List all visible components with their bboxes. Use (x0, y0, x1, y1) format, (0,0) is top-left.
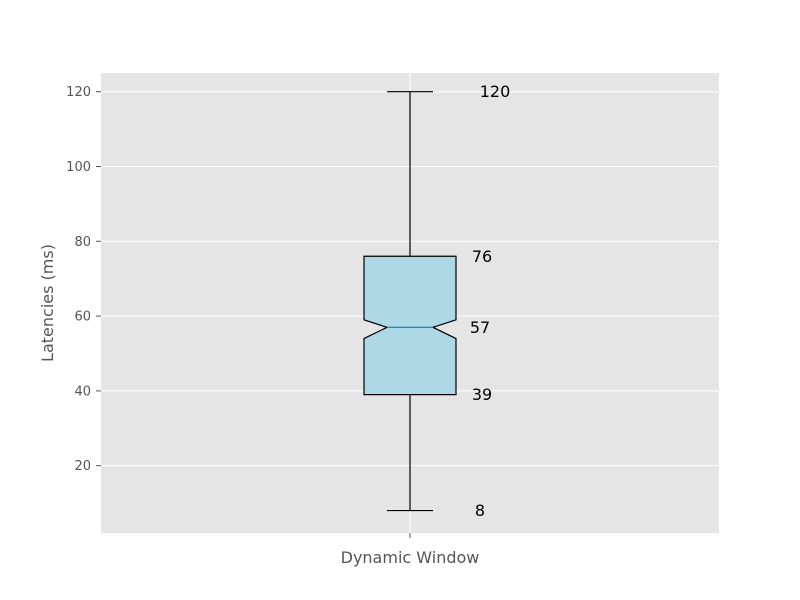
max-value-label: 120 (480, 82, 511, 101)
y-tick-label: 20 (74, 459, 91, 474)
y-tick-label: 40 (74, 384, 91, 399)
y-tick-label: 80 (74, 235, 91, 250)
y-tick-label: 100 (66, 160, 91, 175)
q3-value-label: 76 (472, 247, 492, 266)
notched-box (363, 255, 457, 396)
y-tick-label: 120 (66, 85, 91, 100)
x-axis-ticks: Dynamic Window (341, 533, 480, 567)
value-labels: 120 76 57 39 8 (470, 82, 510, 520)
y-axis-label: Latencies (ms) (38, 244, 57, 362)
box-series (363, 91, 457, 512)
min-value-label: 8 (475, 501, 485, 520)
q1-value-label: 39 (472, 385, 492, 404)
median-value-label: 57 (470, 318, 490, 337)
y-axis-ticks: 20 40 60 80 100 120 (66, 85, 101, 474)
y-tick-label: 60 (74, 310, 91, 325)
x-tick-label: Dynamic Window (341, 548, 480, 567)
